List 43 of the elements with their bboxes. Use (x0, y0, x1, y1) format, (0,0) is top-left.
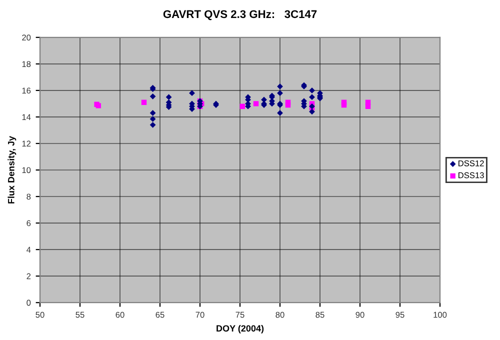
x-tick-label: 55 (76, 312, 84, 318)
point (309, 94, 315, 100)
x-tick-label: 50 (36, 312, 44, 318)
point (285, 102, 291, 108)
x-axis-title: DOY (2004) (216, 324, 264, 334)
x-tick-label: 75 (236, 312, 244, 318)
x-tick-label: 95 (396, 312, 404, 318)
point (309, 108, 315, 115)
y-tick-label: 14 (22, 114, 31, 120)
point (166, 94, 172, 100)
y-tick-label: 10 (22, 167, 31, 174)
x-tick-label: 65 (156, 312, 164, 318)
point (341, 102, 347, 108)
point (150, 116, 156, 122)
legend-label: DSS12 (458, 160, 484, 166)
x-tick-label: 60 (116, 312, 124, 318)
point (141, 100, 147, 105)
x-tick-label: 90 (356, 312, 364, 318)
x-tick-label: 80 (276, 312, 284, 318)
y-axis-title: Flux Density, Jy (8, 136, 16, 204)
x-tick-label: 100 (434, 312, 447, 318)
point (365, 104, 371, 109)
y-tick-label: 4 (26, 246, 31, 253)
y-tick-label: 0 (26, 300, 31, 306)
y-tick-label: 16 (22, 88, 31, 94)
point (150, 110, 156, 116)
x-tick-label: 85 (316, 312, 324, 318)
y-tick-label: 8 (26, 194, 31, 200)
point (309, 87, 315, 94)
y-tick-label: 2 (26, 273, 31, 280)
y-tick-label: 12 (22, 140, 31, 146)
legend-label: DSS13 (458, 172, 484, 178)
point (277, 90, 283, 96)
y-tick-label: 20 (22, 34, 31, 40)
point (253, 101, 259, 106)
chart-title: GAVRT QVS 2.3 GHz: 3C147 (163, 10, 317, 20)
point (189, 90, 195, 96)
point (150, 122, 156, 128)
x-tick-label: 70 (196, 312, 204, 318)
point (150, 93, 156, 100)
y-tick-label: 6 (26, 220, 31, 226)
point (240, 104, 245, 109)
y-tick-label: 18 (22, 61, 31, 68)
